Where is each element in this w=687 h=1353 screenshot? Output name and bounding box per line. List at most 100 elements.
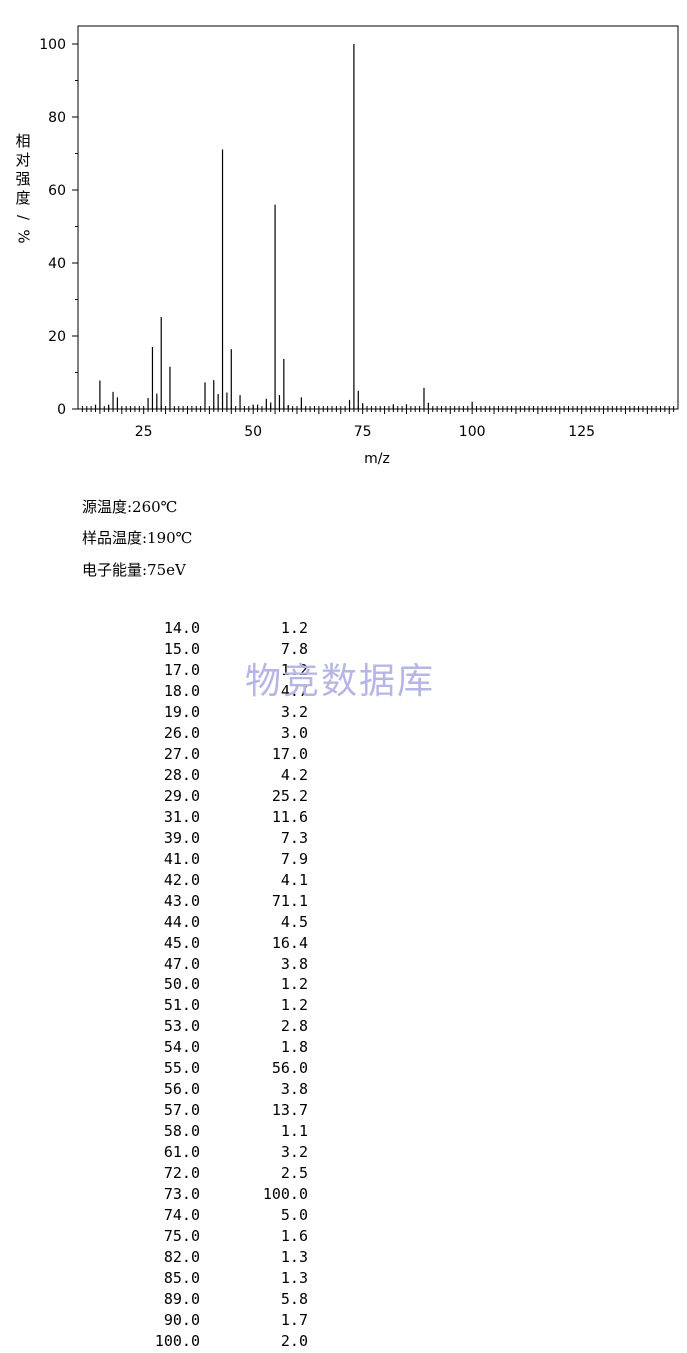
intensity-value: 4.7 [280,681,308,700]
mz-value: 44.0 [163,912,200,931]
table-row: 17.0 1.2 [0,661,400,682]
intensity-value: 7.3 [280,828,308,847]
mz-value: 18.0 [163,681,200,700]
table-row: 89.0 5.8 [0,1290,400,1311]
intensity-value: 17.0 [271,744,308,763]
mz-value: 31.0 [163,807,200,826]
mz-value: 74.0 [163,1206,200,1225]
mz-value: 27.0 [163,744,200,763]
mz-value: 41.0 [163,849,200,868]
intensity-value: 1.2 [280,996,308,1015]
x-axis-label: m/z [364,451,390,467]
table-row: 27.0 17.0 [0,745,400,766]
mz-value: 19.0 [163,702,200,721]
intensity-value: 4.1 [280,870,308,889]
mz-value: 100.0 [154,1331,200,1350]
electron-energy: 电子能量:75eV [82,561,186,579]
mz-value: 15.0 [163,639,200,658]
intensity-value: 11.6 [271,807,308,826]
intensity-value: 25.2 [271,786,308,805]
intensity-value: 2.8 [280,1017,308,1036]
table-row: 61.0 3.2 [0,1143,400,1164]
intensity-value: 3.2 [280,702,308,721]
y-axis: 0 20 40 60 80 100 [39,37,78,418]
y-label-char: / [14,214,33,221]
x-tick-label: 100 [459,424,486,440]
watermark: 物竞数据库 [245,661,436,702]
mz-value: 14.0 [163,619,200,637]
table-row: 75.0 1.6 [0,1227,400,1248]
y-tick-label: 40 [48,256,66,272]
table-row: 58.0 1.1 [0,1122,400,1143]
table-row: 47.0 3.8 [0,955,400,976]
x-tick-label: 75 [354,424,372,440]
mz-value: 85.0 [163,1269,200,1288]
peak-table: 14.0 1.2 15.0 7.8 17.0 1.2 18.0 4.7 19.0 3.2 26.0 3… [0,619,400,1353]
table-row: 82.0 1.3 [0,1248,400,1269]
table-row: 85.0 1.3 [0,1269,400,1290]
spectrum-peaks [94,44,473,409]
intensity-value: 1.3 [280,1269,308,1288]
table-row: 18.0 4.7 [0,682,400,703]
mz-value: 42.0 [163,870,200,889]
table-row: 57.0 13.7 [0,1101,400,1122]
table-row: 41.0 7.9 [0,850,400,871]
table-row: 31.0 11.6 [0,808,400,829]
table-row: 53.0 2.8 [0,1017,400,1038]
table-row: 50.0 1.2 [0,975,400,996]
intensity-value: 1.2 [280,619,308,637]
intensity-value: 71.1 [271,891,308,910]
y-axis-label: 相对强度 /% [14,132,33,246]
x-tick-label: 50 [244,424,262,440]
table-row: 19.0 3.2 [0,703,400,724]
y-tick-label: 20 [48,329,66,345]
table-row: 45.0 16.4 [0,934,400,955]
intensity-value: 5.0 [280,1206,308,1225]
mz-value: 58.0 [163,1122,200,1141]
mz-value: 17.0 [163,660,200,679]
mz-value: 50.0 [163,975,200,994]
y-tick-label: 100 [39,37,66,53]
intensity-value: 7.8 [280,639,308,658]
y-tick-label: 80 [48,110,66,126]
table-row: 28.0 4.2 [0,766,400,787]
intensity-value: 4.5 [280,912,308,931]
table-row: 14.0 1.2 [0,619,400,640]
table-row: 54.0 1.8 [0,1038,400,1059]
mz-value: 51.0 [163,996,200,1015]
intensity-value: 56.0 [271,1059,308,1078]
intensity-value: 1.7 [280,1310,308,1329]
intensity-value: 1.8 [280,1038,308,1057]
intensity-value: 3.8 [280,1080,308,1099]
table-row: 51.0 1.2 [0,996,400,1017]
x-axis: 25 50 75 100 125 [81,406,675,440]
table-row: 90.0 1.7 [0,1311,400,1332]
source-temperature: 源温度:260℃ [82,498,178,516]
mz-value: 29.0 [163,786,200,805]
y-label-char: % [14,229,33,244]
intensity-value: 7.9 [280,849,308,868]
y-tick-label: 60 [48,183,66,199]
intensity-value: 2.0 [280,1331,308,1350]
y-label-char: 度 [15,189,31,207]
intensity-value: 3.0 [280,723,308,742]
mz-value: 43.0 [163,891,200,910]
mz-value: 26.0 [163,723,200,742]
mz-value: 55.0 [163,1059,200,1078]
x-tick-label: 125 [568,424,595,440]
table-row: 74.0 5.0 [0,1206,400,1227]
intensity-value: 2.5 [280,1164,308,1183]
table-row: 100.0 2.0 [0,1332,400,1353]
y-label-char: 强 [15,170,31,188]
intensity-value: 1.6 [280,1227,308,1246]
intensity-value: 100.0 [262,1185,308,1204]
intensity-value: 3.2 [280,1143,308,1162]
table-row: 43.0 71.1 [0,892,400,913]
mz-value: 61.0 [163,1143,200,1162]
mz-value: 47.0 [163,954,200,973]
table-row: 42.0 4.1 [0,871,400,892]
table-row: 73.0 100.0 [0,1185,400,1206]
intensity-value: 1.1 [280,1122,308,1141]
mass-spectrum-chart: 0 20 40 60 80 100 25 50 75 100 125 m/z [39,25,679,467]
mz-value: 45.0 [163,933,200,952]
